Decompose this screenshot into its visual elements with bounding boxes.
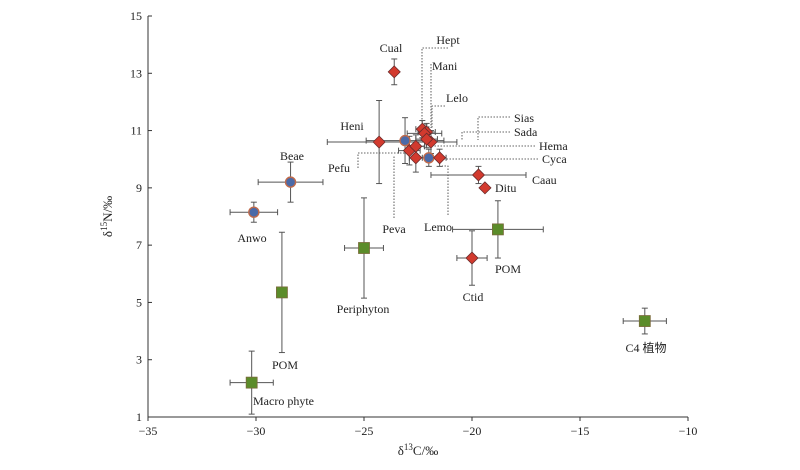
label-c4: C4 植物	[625, 340, 666, 355]
point-beae-circle	[284, 176, 297, 188]
point-ditu-diamond	[478, 181, 492, 195]
label-sada: Sada	[514, 125, 538, 139]
point-hema-circle	[399, 134, 411, 147]
label-ditu: Ditu	[495, 181, 516, 195]
label-beae: Beae	[280, 149, 304, 163]
label-anwo: Anwo	[237, 231, 266, 245]
y-axis-title: δ15N/‰	[99, 196, 115, 237]
point-c4-square	[638, 315, 651, 327]
leader-pefu	[357, 152, 410, 168]
leader-sias	[477, 116, 510, 140]
point-heni-diamond	[372, 135, 386, 149]
point-cual-diamond	[387, 65, 401, 79]
label-sias: Sias	[514, 111, 534, 125]
label-hema: Hema	[539, 139, 568, 153]
label-lemo: Lemo	[424, 220, 452, 234]
x-tick-label: −15	[571, 424, 590, 438]
x-tick-label: −30	[247, 424, 266, 438]
leader-lines	[357, 47, 538, 218]
point-pom-square	[276, 286, 288, 299]
leader-hept	[421, 47, 448, 126]
y-tick-label: 5	[136, 295, 142, 309]
point-sada-diamond	[420, 132, 434, 146]
leader-lemo	[442, 165, 449, 215]
label-ctid: Ctid	[463, 290, 484, 304]
y-tick-label: 15	[130, 9, 142, 23]
x-tick-label: −35	[139, 424, 158, 438]
error-bars	[229, 58, 667, 415]
point-peva-diamond	[409, 151, 423, 165]
x-tick-label: −10	[679, 424, 698, 438]
y-tick-label: 1	[136, 410, 142, 424]
point-pom-square	[492, 223, 504, 236]
y-tick-label: 7	[136, 238, 142, 252]
point-ctid-diamond	[465, 251, 479, 265]
point-lemo-diamond	[433, 151, 447, 165]
y-tick-label: 3	[136, 353, 142, 367]
point-periphyton-square	[358, 242, 370, 254]
data-points	[245, 65, 651, 389]
label-heni: Heni	[340, 119, 364, 133]
label-cual: Cual	[380, 41, 403, 55]
label-mani: Mani	[432, 59, 458, 73]
x-tick-label: −25	[355, 424, 374, 438]
x-axis-title: δ13C/‰	[398, 442, 438, 458]
label-cyca: Cyca	[542, 152, 567, 166]
point-anwo-circle	[248, 206, 260, 218]
point-cyca-circle	[423, 152, 435, 164]
label-caau: Caau	[532, 173, 557, 187]
label-hept: Hept	[436, 33, 460, 47]
point-unlabeled-diamond	[409, 139, 423, 153]
y-tick-label: 11	[130, 124, 142, 138]
label-lelo: Lelo	[446, 91, 468, 105]
label-pom: POM	[495, 262, 521, 276]
leader-sada	[461, 131, 510, 140]
label-pefu: Pefu	[328, 161, 350, 175]
y-tick-label: 13	[130, 66, 142, 80]
label-periphyton: Periphyton	[337, 302, 390, 316]
label-peva: Peva	[382, 222, 406, 236]
point-macro-phyte-square	[245, 376, 258, 389]
label-macro-phyte: Macro phyte	[253, 394, 314, 408]
point-caau-diamond	[471, 168, 486, 182]
label-pom: POM	[272, 358, 298, 372]
leader-lelo	[431, 105, 445, 128]
axes-frame	[147, 16, 688, 418]
x-tick-label: −20	[463, 424, 482, 438]
y-tick-label: 9	[136, 181, 142, 195]
